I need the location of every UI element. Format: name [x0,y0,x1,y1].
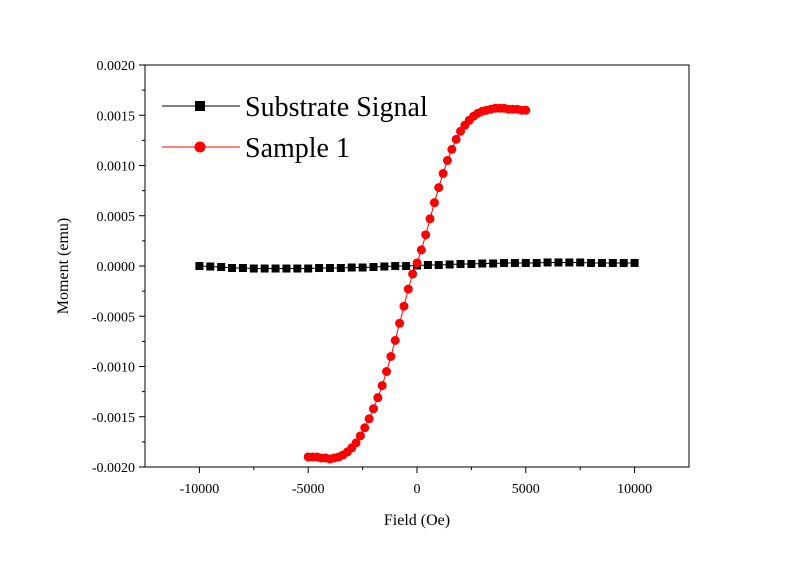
data-point-square [304,264,313,273]
data-point-square [576,258,585,267]
data-point-circle [425,214,435,224]
data-point-circle [368,404,378,414]
data-point-square [238,264,247,273]
data-point-square [249,264,258,273]
x-axis-ticks: -10000 -5000 0 5000 10000 [180,467,652,497]
data-point-square [271,264,280,273]
data-point-circle [447,144,457,154]
data-point-circle [395,318,405,328]
data-point-square [467,259,476,268]
data-point-circle [521,105,531,115]
data-point-square [228,264,237,273]
x-tick-label: -5000 [292,482,325,497]
legend-marker-square [195,101,205,111]
data-point-circle [421,230,431,240]
data-point-circle [377,381,387,391]
data-point-square [521,258,530,267]
data-point-square [500,258,509,267]
data-point-square [206,262,215,271]
data-point-circle [416,245,426,255]
legend-label: Substrate Signal [245,92,428,123]
data-point-square [358,263,367,272]
data-point-square [369,263,378,272]
data-point-square [478,259,487,268]
data-point-square [315,264,324,273]
y-tick-label: -0.0015 [92,411,135,426]
data-point-square [543,258,552,267]
data-point-circle [355,431,365,441]
data-point-square [619,258,628,267]
data-point-square [347,263,356,272]
y-tick-label: 0.0015 [97,109,136,124]
data-point-circle [360,423,370,433]
data-point-square [565,258,574,267]
x-tick-label: 0 [414,482,421,497]
y-tick-label: -0.0020 [92,461,135,476]
data-point-square [456,259,465,268]
x-axis-title: Field (Oe) [384,512,450,529]
x-tick-label: 5000 [512,482,540,497]
data-point-square [325,264,334,273]
data-point-square [260,264,269,273]
data-point-square [293,264,302,273]
data-point-circle [438,169,448,179]
y-axis-title: Moment (emu) [55,218,72,314]
data-point-circle [386,351,396,361]
y-tick-label: 0.0010 [97,160,136,175]
data-point-circle [399,301,409,311]
data-point-square [608,258,617,267]
data-point-circle [412,258,422,268]
data-point-square [489,259,498,268]
data-point-circle [382,367,392,377]
y-axis-ticks: 0.0020 0.0015 0.0010 0.0005 0.0000 -0.0005 -0.… [92,59,145,476]
y-tick-label: -0.0010 [92,361,135,376]
data-point-circle [403,284,413,294]
data-point-square [445,260,454,269]
data-point-square [510,258,519,267]
data-point-square [597,258,606,267]
data-point-square [217,263,226,272]
data-point-square [195,262,204,270]
data-point-square [434,260,443,269]
y-tick-label: -0.0005 [92,310,135,325]
data-point-square [554,258,563,267]
y-tick-label: 0.0020 [97,59,136,74]
data-point-square [423,260,432,269]
data-point-circle [451,134,461,144]
data-point-circle [408,269,418,279]
data-point-square [336,264,345,273]
data-point-circle [364,414,374,424]
data-point-circle [351,438,361,448]
data-point-square [630,258,639,267]
y-tick-label: 0.0000 [97,260,136,275]
series-layer [195,103,639,464]
legend-label: Sample 1 [245,133,350,164]
y-tick-label: 0.0005 [97,210,136,225]
data-point-circle [442,155,452,165]
legend-marker-circle [194,141,206,153]
data-point-circle [429,198,439,208]
data-point-circle [434,183,444,193]
data-point-square [587,258,596,267]
legend: Substrate Signal Sample 1 [162,92,428,164]
data-point-circle [390,335,400,345]
data-point-circle [373,393,383,403]
data-point-square [380,262,389,271]
data-point-square [282,264,291,273]
data-point-square [532,258,541,267]
x-tick-label: 10000 [617,482,652,497]
data-point-square [402,262,411,270]
x-tick-label: -10000 [180,482,220,497]
data-point-square [391,262,400,270]
